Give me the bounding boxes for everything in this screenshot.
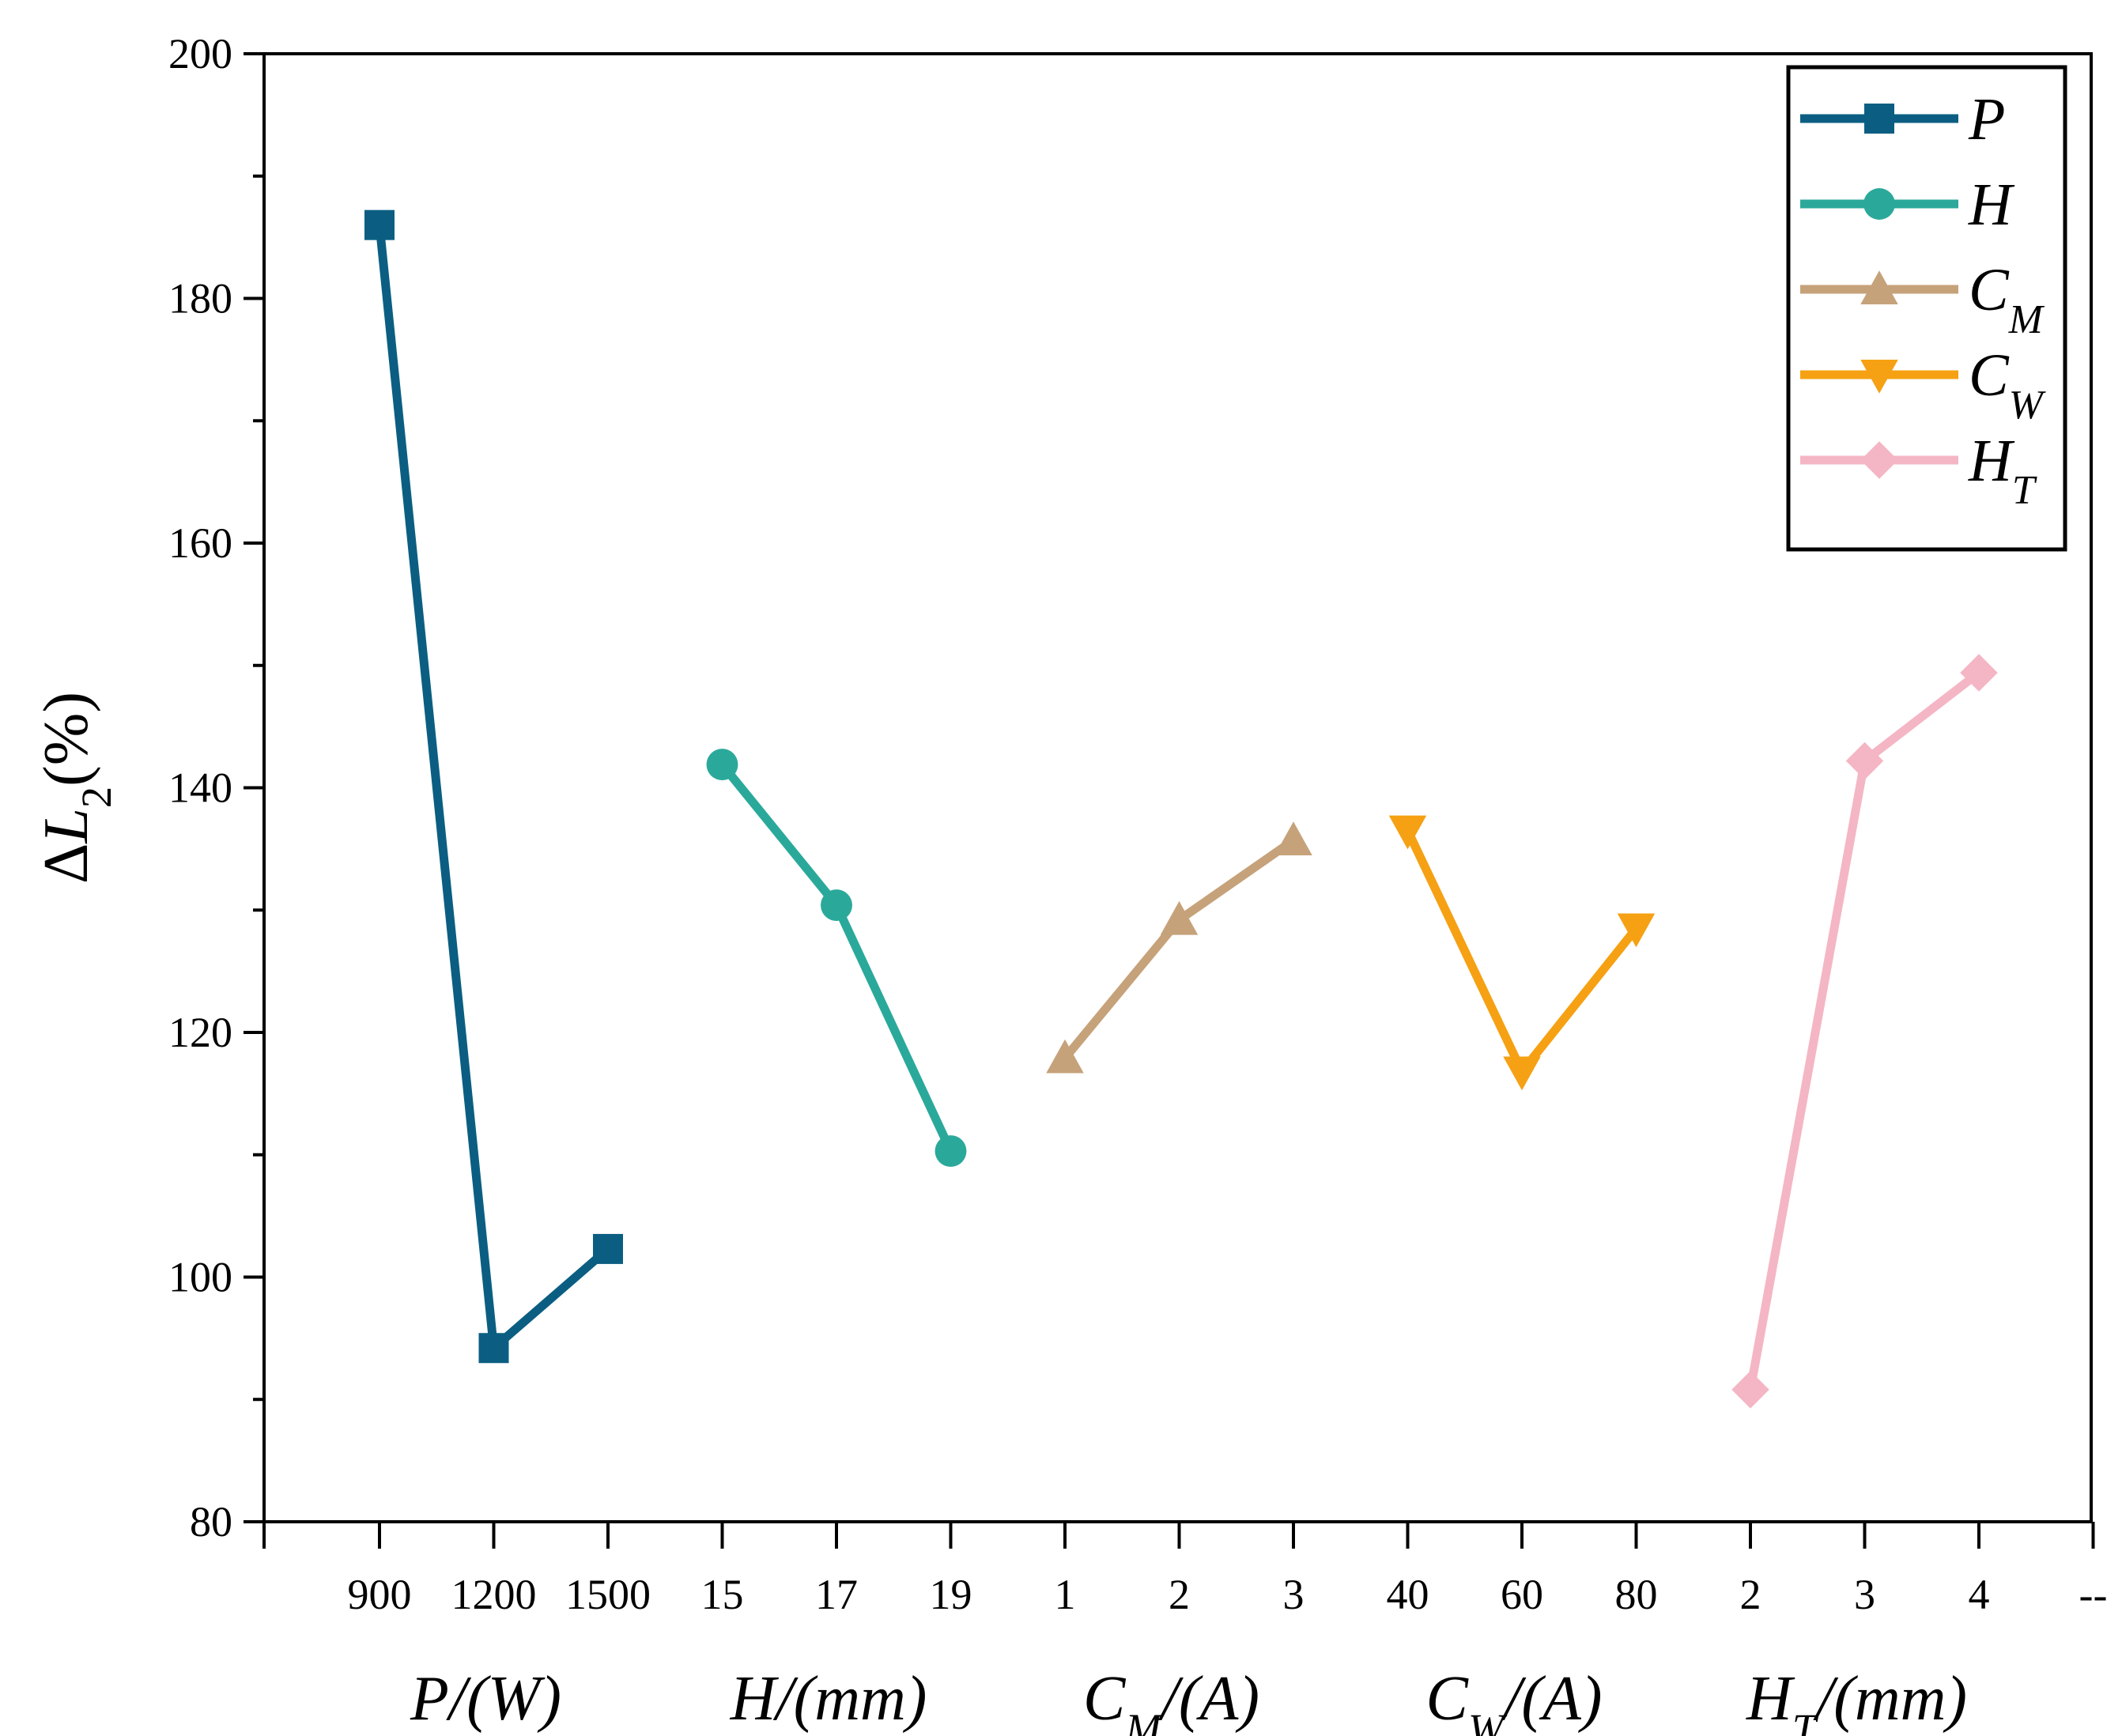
x-tick-label: 40 bbox=[1387, 1571, 1429, 1618]
legend-item: HT bbox=[1800, 428, 2037, 513]
legend-item: CW bbox=[1800, 342, 2046, 428]
y-axis-label: ΔL2(%) bbox=[32, 692, 120, 884]
x-tick-label: 1 bbox=[1055, 1571, 1076, 1618]
y-tick-label: 120 bbox=[168, 1009, 232, 1056]
legend-label: P bbox=[1968, 86, 2005, 153]
data-point bbox=[1388, 815, 1427, 850]
x-tick-label: 3 bbox=[1854, 1571, 1875, 1618]
y-tick-label: 140 bbox=[168, 764, 232, 812]
legend-item: P bbox=[1800, 86, 2005, 153]
legend-label: CW bbox=[1969, 342, 2046, 428]
x-group-title: H/(mm) bbox=[730, 1664, 927, 1734]
series-group bbox=[364, 209, 1998, 1409]
data-point bbox=[935, 1135, 967, 1168]
x-tick-label: 1200 bbox=[451, 1571, 537, 1618]
series-line bbox=[1403, 828, 1640, 1077]
series-cw bbox=[1388, 815, 1656, 1091]
data-point bbox=[706, 749, 738, 781]
x-group-title: CM/(A) bbox=[1083, 1664, 1259, 1736]
data-point bbox=[478, 1333, 509, 1364]
y-tick-label: 100 bbox=[168, 1254, 232, 1301]
x-tick-label: -- bbox=[2079, 1571, 2108, 1618]
series-line bbox=[1061, 836, 1297, 1062]
y-axis-title: ΔL2(%) bbox=[32, 692, 120, 884]
x-group-title: HT/(mm) bbox=[1746, 1664, 1967, 1736]
series-ht bbox=[1731, 654, 1998, 1409]
series-line bbox=[375, 225, 611, 1353]
legend-swatch-marker bbox=[1863, 188, 1895, 220]
y-tick-label: 80 bbox=[190, 1498, 232, 1545]
legend-label: H bbox=[1968, 172, 2015, 238]
data-point bbox=[1845, 742, 1884, 780]
legend-swatch-marker bbox=[1860, 270, 1898, 304]
legend-swatch-marker bbox=[1860, 441, 1898, 479]
x-group-title: P/(W) bbox=[410, 1664, 561, 1734]
x-tick-label: 80 bbox=[1615, 1571, 1658, 1618]
data-point bbox=[1617, 913, 1656, 948]
x-tick-label: 2 bbox=[1169, 1571, 1190, 1618]
y-tick-label: 160 bbox=[168, 519, 232, 567]
series-line bbox=[1746, 669, 1982, 1391]
series-line bbox=[719, 761, 955, 1153]
legend-item: H bbox=[1800, 172, 2015, 238]
y-tick-label: 180 bbox=[168, 275, 232, 323]
data-point bbox=[821, 889, 852, 922]
x-tick-label: 19 bbox=[930, 1571, 972, 1618]
legend-swatch-marker bbox=[1864, 104, 1894, 134]
series-h bbox=[706, 749, 967, 1168]
x-tick-label: 2 bbox=[1740, 1571, 1761, 1618]
x-group-title: CW/(A) bbox=[1425, 1664, 1602, 1736]
legend-swatch-marker bbox=[1860, 360, 1898, 394]
legend-box bbox=[1786, 65, 2067, 552]
legend-item: CM bbox=[1800, 257, 2045, 342]
x-tick-label: 900 bbox=[348, 1571, 412, 1618]
x-tick-label: 60 bbox=[1501, 1571, 1543, 1618]
x-tick-label: 3 bbox=[1283, 1571, 1305, 1618]
x-tick-label: 1500 bbox=[565, 1571, 651, 1618]
data-point bbox=[1731, 1371, 1769, 1409]
data-point bbox=[1960, 654, 1998, 692]
series-p bbox=[364, 209, 623, 1364]
data-point bbox=[364, 209, 395, 240]
data-point bbox=[1503, 1056, 1541, 1091]
data-point bbox=[1160, 900, 1199, 935]
y-axis: 80 100 120 140 160 180 200 bbox=[168, 30, 264, 1545]
x-tick-label: 15 bbox=[701, 1571, 744, 1618]
x-tick-label: 17 bbox=[815, 1571, 858, 1618]
legend-label: HT bbox=[1968, 428, 2037, 513]
series-cm bbox=[1046, 821, 1312, 1074]
data-point bbox=[593, 1233, 623, 1264]
data-point bbox=[1046, 1039, 1084, 1074]
legend-label: CM bbox=[1969, 257, 2045, 342]
y-tick-label: 200 bbox=[168, 30, 232, 77]
data-point bbox=[1274, 821, 1312, 856]
x-tick-label: 4 bbox=[1969, 1571, 1990, 1618]
